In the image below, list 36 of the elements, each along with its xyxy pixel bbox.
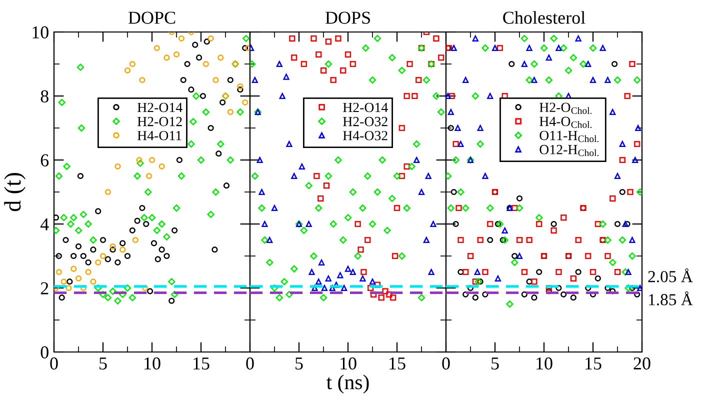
legend-label: H2-O12	[137, 116, 182, 126]
y-tick-label: 10	[32, 26, 48, 38]
chart-title: DOPC	[128, 12, 176, 24]
y-tick-label: 6	[40, 154, 49, 166]
legend-label: H2-O14	[137, 102, 182, 112]
y-tick-label: 8	[40, 90, 48, 102]
x-tick-label: 10	[536, 357, 552, 370]
x-tick-label: 0	[442, 357, 450, 370]
y-tick-label: 0	[40, 346, 48, 358]
legend-label: H2-O32	[343, 116, 388, 126]
legend-label: H4-O11	[137, 130, 182, 140]
x-tick-label: 20	[634, 357, 650, 370]
legend-label: H4-O32	[343, 130, 388, 140]
x-tick-label: 15	[390, 357, 406, 370]
y-tick-label: 2	[40, 282, 48, 294]
x-tick-label: 15	[194, 357, 210, 370]
x-tick-label: 10	[340, 357, 356, 370]
x-tick-label: 15	[586, 357, 602, 370]
x-tick-label: 0	[50, 357, 58, 370]
legend-label: H2-O14	[343, 102, 388, 112]
ref-line-label: 1.85 Å	[649, 291, 693, 306]
chart-title: DOPS	[325, 12, 370, 24]
y-axis-title: d (t)	[4, 173, 26, 212]
y-tick-label: 4	[40, 218, 49, 230]
ref-line-label: 2.05 Å	[648, 268, 693, 282]
x-tick-label: 5	[492, 358, 499, 370]
legend-label: H4-O$_{Chol.}$	[540, 116, 592, 128]
legend-label: O11-H$_{Chol.}$	[540, 130, 599, 142]
legend-label: O12-H$_{Chol.}$	[540, 144, 599, 156]
x-tick-label: 5	[296, 358, 303, 370]
x-tick-label: 5	[100, 358, 107, 370]
legend-label: H2-O$_{Chol.}$	[540, 102, 592, 114]
chart-title: Cholesterol	[503, 11, 586, 24]
x-axis-title: t (ns)	[326, 374, 369, 394]
x-tick-label: 0	[246, 357, 254, 370]
x-tick-label: 10	[144, 357, 160, 370]
